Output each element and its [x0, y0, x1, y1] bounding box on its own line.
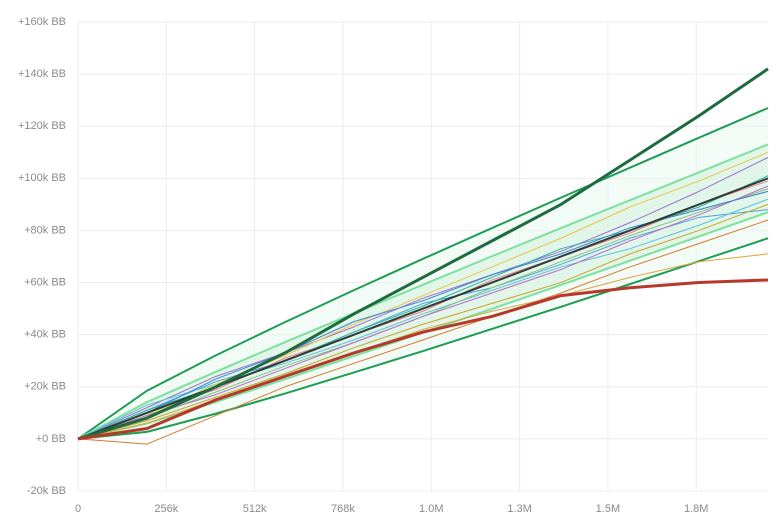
- y-tick-label: +20k BB: [24, 381, 66, 393]
- band-line: [77, 143, 769, 440]
- series-line: [77, 219, 769, 445]
- x-tick-label: 1.5M: [596, 503, 620, 515]
- series-line: [77, 253, 769, 440]
- series-line: [77, 185, 769, 440]
- y-tick-label: +80k BB: [24, 224, 66, 236]
- x-tick-label: 0: [75, 503, 81, 515]
- y-tick-label: +60k BB: [24, 276, 66, 288]
- x-tick-label: 1.0M: [419, 503, 443, 515]
- series-line: [77, 177, 769, 440]
- band-line: [77, 107, 769, 440]
- y-tick-label: +40k BB: [24, 329, 66, 341]
- series-line: [77, 157, 769, 440]
- y-tick-label: +140k BB: [18, 68, 66, 80]
- band-area: [78, 144, 768, 439]
- series-line: [77, 67, 769, 441]
- y-tick-label: +100k BB: [18, 172, 66, 184]
- y-tick-label: +0 BB: [36, 433, 66, 445]
- y-tick-label: +120k BB: [18, 120, 66, 132]
- band-line: [77, 237, 769, 440]
- series-line: [77, 203, 769, 440]
- x-tick-label: 512k: [243, 503, 267, 515]
- y-tick-label: +160k BB: [18, 16, 66, 28]
- series-line: [77, 278, 769, 441]
- x-tick-label: 256k: [154, 503, 178, 515]
- series-line: [77, 198, 769, 440]
- y-tick-label: -20k BB: [27, 485, 66, 497]
- x-tick-label: 1.8M: [684, 503, 708, 515]
- x-tick-label: 1.3M: [507, 503, 531, 515]
- x-tick-label: 768k: [331, 503, 355, 515]
